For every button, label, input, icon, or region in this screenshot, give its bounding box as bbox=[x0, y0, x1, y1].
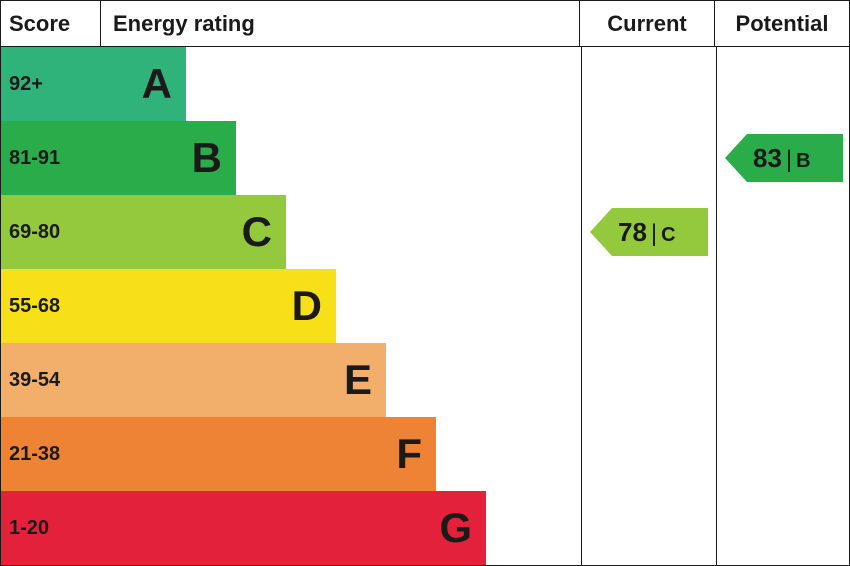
pointer-separator: | bbox=[786, 146, 792, 174]
score-range: 81-91 bbox=[9, 147, 60, 170]
band-row: 55-68 D bbox=[1, 269, 849, 343]
bar-cell: D bbox=[101, 269, 849, 343]
band-row: 21-38 F bbox=[1, 417, 849, 491]
header-rating: Energy rating bbox=[101, 1, 579, 46]
band-row: 1-20 G bbox=[1, 491, 849, 565]
column-divider bbox=[716, 47, 717, 565]
rating-letter: B bbox=[192, 134, 222, 182]
score-range: 21-38 bbox=[9, 443, 60, 466]
bar-cell: E bbox=[101, 343, 849, 417]
score-range: 92+ bbox=[9, 73, 43, 96]
rating-letter: G bbox=[439, 504, 472, 552]
rating-bar-g: G bbox=[1, 491, 486, 565]
epc-chart: Score Energy rating Current Potential 92… bbox=[0, 0, 850, 566]
header-row: Score Energy rating Current Potential bbox=[1, 1, 849, 47]
bar-cell: G bbox=[101, 491, 849, 565]
current-value: 78 bbox=[618, 217, 647, 248]
potential-letter: B bbox=[796, 150, 810, 173]
score-range: 69-80 bbox=[9, 221, 60, 244]
band-row: 92+ A bbox=[1, 47, 849, 121]
band-row: 69-80 C bbox=[1, 195, 849, 269]
bar-cell: A bbox=[101, 47, 849, 121]
rating-letter: A bbox=[142, 60, 172, 108]
column-divider bbox=[581, 47, 582, 565]
rating-letter: F bbox=[396, 430, 422, 478]
bar-cell: C bbox=[101, 195, 849, 269]
band-row: 81-91 B bbox=[1, 121, 849, 195]
rating-letter: E bbox=[344, 356, 372, 404]
potential-pointer: 83 | B bbox=[725, 134, 843, 182]
potential-value: 83 bbox=[753, 143, 782, 174]
header-current: Current bbox=[579, 1, 714, 46]
rating-letter: D bbox=[292, 282, 322, 330]
pointer-separator: | bbox=[651, 220, 657, 248]
header-score: Score bbox=[1, 1, 101, 46]
bands-container: 92+ A 81-91 B 69-80 C 55-68 D 39-54 E 21-38 F 1-20 G bbox=[1, 47, 849, 565]
band-row: 39-54 E bbox=[1, 343, 849, 417]
bar-cell: F bbox=[101, 417, 849, 491]
score-range: 1-20 bbox=[9, 517, 49, 540]
header-potential: Potential bbox=[714, 1, 849, 46]
current-pointer: 78 | C bbox=[590, 208, 708, 256]
rating-bar-f: F bbox=[1, 417, 436, 491]
current-letter: C bbox=[661, 224, 675, 247]
score-range: 39-54 bbox=[9, 369, 60, 392]
rating-letter: C bbox=[242, 208, 272, 256]
score-range: 55-68 bbox=[9, 295, 60, 318]
